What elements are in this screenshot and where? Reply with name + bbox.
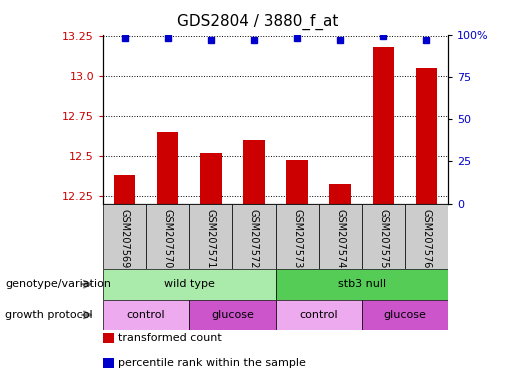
Bar [103,300,189,330]
Text: control: control [127,310,165,320]
Text: GSM207569: GSM207569 [119,209,130,268]
Bar [232,204,276,269]
Text: GSM207576: GSM207576 [421,209,432,268]
Bar [276,269,448,300]
Text: GSM207574: GSM207574 [335,209,345,268]
Bar [319,204,362,269]
Bar [103,204,146,269]
Text: glucose: glucose [384,310,426,320]
Bar [286,161,308,204]
Bar [200,152,221,204]
Bar [243,140,265,204]
Text: transformed count: transformed count [118,333,222,343]
Bar [362,300,448,330]
Bar [362,204,405,269]
Bar [372,47,394,204]
Bar [189,204,232,269]
Text: GDS2804 / 3880_f_at: GDS2804 / 3880_f_at [177,13,338,30]
Bar [146,204,189,269]
Bar [276,300,362,330]
Text: GSM207573: GSM207573 [292,209,302,268]
Bar [416,68,437,204]
Text: GSM207572: GSM207572 [249,209,259,268]
Bar [276,204,319,269]
Bar [330,184,351,204]
Bar [157,132,179,204]
Text: genotype/variation: genotype/variation [5,279,111,289]
Text: wild type: wild type [164,279,215,289]
Bar [405,204,448,269]
Text: GSM207575: GSM207575 [379,209,388,268]
Text: percentile rank within the sample: percentile rank within the sample [118,358,306,368]
Text: GSM207570: GSM207570 [163,209,173,268]
Bar [103,269,276,300]
Text: glucose: glucose [211,310,254,320]
Text: GSM207571: GSM207571 [206,209,216,268]
Text: control: control [299,310,338,320]
Text: growth protocol: growth protocol [5,310,93,320]
Text: stb3 null: stb3 null [338,279,386,289]
Bar [189,300,276,330]
Bar [114,175,135,204]
